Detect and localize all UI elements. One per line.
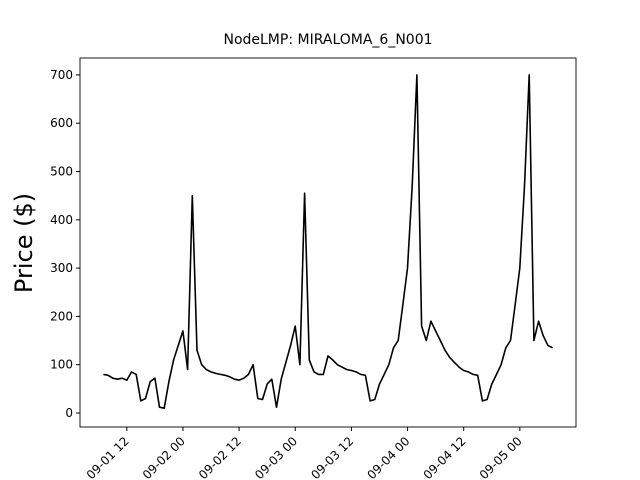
- y-tick-label: 500: [50, 165, 73, 179]
- y-tick-label: 600: [50, 116, 73, 130]
- x-tick-label: 09-04 00: [364, 434, 412, 480]
- y-tick-label: 700: [50, 68, 73, 82]
- y-tick-label: 300: [50, 261, 73, 275]
- y-axis-label: Price ($): [10, 193, 38, 293]
- x-tick-label: 09-04 12: [421, 434, 469, 480]
- x-tick-label: 09-03 00: [252, 434, 300, 480]
- x-tick-label: 09-01 12: [84, 434, 132, 480]
- y-tick-label: 0: [65, 406, 73, 420]
- y-tick-label: 100: [50, 358, 73, 372]
- x-tick-label: 09-02 12: [196, 434, 244, 480]
- x-tick-label: 09-02 00: [140, 434, 188, 480]
- y-tick-label: 400: [50, 213, 73, 227]
- line-series: [103, 74, 553, 409]
- chart-title: NodeLMP: MIRALOMA_6_N001: [223, 32, 432, 48]
- x-tick-label: 09-05 00: [477, 434, 525, 480]
- plot-frame: [79, 57, 577, 428]
- y-tick-label: 200: [50, 309, 73, 323]
- x-tick-label: 09-03 12: [308, 434, 356, 480]
